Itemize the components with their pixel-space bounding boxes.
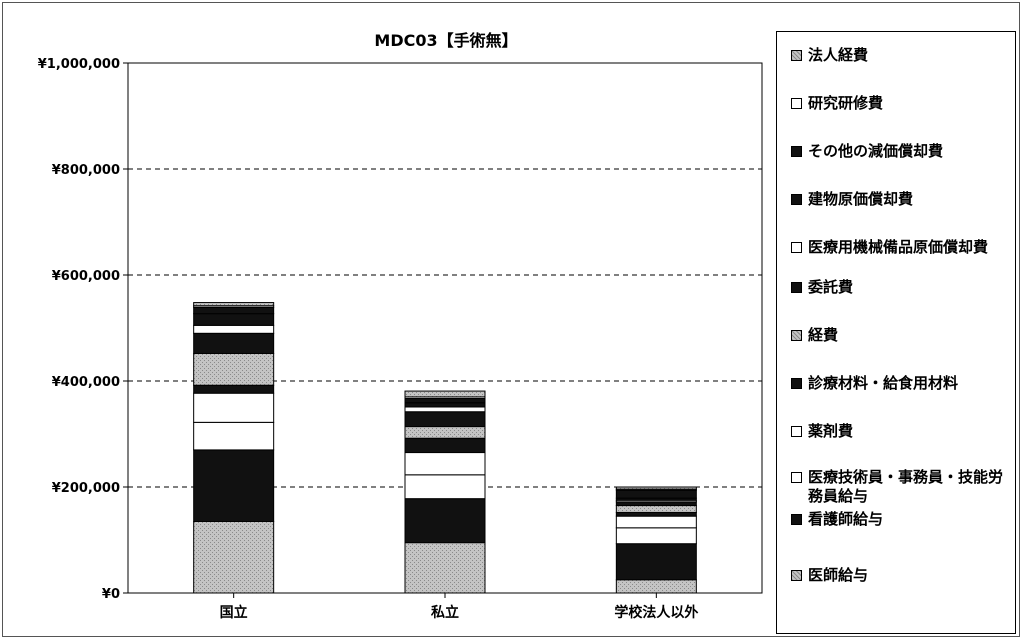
legend-item: 薬剤費: [791, 422, 1015, 441]
bar-segment: [404, 411, 486, 428]
bar-segment: [404, 426, 486, 439]
legend: 法人経費研究研修費その他の減価償却費 建物原価償却費医療用機械備品原価償却費 委託費…: [776, 31, 1016, 634]
legend-label: 法人経費: [808, 46, 869, 64]
bar-segment: [193, 302, 275, 307]
bar-segment: [404, 498, 486, 544]
y-tick-label: ¥1,000,000: [38, 57, 120, 72]
x-tick-label: 学校法人以外: [614, 604, 698, 621]
bar-segment: [615, 527, 697, 545]
legend-swatch: [791, 146, 802, 157]
legend-item: 医師給与: [791, 566, 1015, 585]
bar-segment: [615, 501, 697, 507]
y-tick-label: ¥600,000: [52, 269, 120, 284]
legend-label: 医療技術員・事務員・技能労務員給与: [808, 468, 1004, 505]
y-tick-label: ¥400,000: [52, 375, 120, 390]
x-tick-label: 国立: [220, 604, 248, 621]
legend-swatch: [791, 514, 802, 525]
legend-swatch: [791, 570, 802, 581]
legend-swatch: [791, 50, 802, 61]
legend-item: 法人経費: [791, 46, 1015, 65]
bar-segment: [193, 352, 275, 386]
bar-segment: [615, 579, 697, 594]
legend-item: 建物原価償却費: [791, 190, 1015, 209]
chart-title: MDC03【手術無】: [374, 31, 517, 50]
bar-segment: [404, 474, 486, 500]
legend-label: その他の減価償却費: [808, 142, 944, 160]
legend-swatch: [791, 472, 802, 483]
bar-segment: [404, 452, 486, 476]
bar-segment: [404, 406, 486, 413]
legend-label: 薬剤費: [808, 422, 854, 440]
bar-segment: [615, 486, 697, 490]
bar-segment: [404, 437, 486, 454]
legend-item: 看護師給与: [791, 510, 1015, 529]
legend-swatch: [791, 330, 802, 341]
legend-swatch: [791, 242, 802, 253]
bar-segment: [404, 397, 486, 404]
bar-segment: [615, 489, 697, 499]
bar-segment: [404, 542, 486, 594]
legend-item: その他の減価償却費: [791, 142, 1015, 161]
legend-label: 委託費: [808, 278, 854, 296]
bar-segment: [193, 313, 275, 326]
legend-label: 医療用機械備品原価償却費: [808, 238, 989, 256]
legend-item: 経費: [791, 326, 1015, 345]
legend-label: 経費: [808, 326, 839, 344]
bar-segment: [615, 515, 697, 529]
legend-swatch: [791, 426, 802, 437]
bar-segment: [615, 505, 697, 513]
bar-segment: [193, 520, 275, 594]
legend-swatch: [791, 98, 802, 109]
legend-item: 診療材料・給食用材料: [791, 374, 1015, 393]
bar-segment: [404, 390, 486, 398]
bar-segment: [193, 306, 275, 315]
legend-item: 医療用機械備品原価償却費: [791, 238, 1015, 257]
legend-label: 看護師給与: [808, 510, 884, 528]
y-tick-label: ¥0: [102, 587, 120, 602]
legend-item: 医療技術員・事務員・技能労務員給与: [791, 468, 1015, 506]
x-tick-label: 私立: [431, 604, 459, 621]
legend-item: 委託費: [791, 278, 1015, 297]
bar-segment: [404, 402, 486, 408]
legend-swatch: [791, 378, 802, 389]
bar-segment: [193, 324, 275, 334]
y-tick-label: ¥800,000: [52, 163, 120, 178]
legend-label: 研究研修費: [808, 94, 884, 112]
legend-swatch: [791, 282, 802, 293]
bar-segment: [615, 511, 697, 517]
legend-label: 建物原価償却費: [808, 190, 914, 208]
legend-swatch: [791, 194, 802, 205]
y-tick-label: ¥200,000: [52, 481, 120, 496]
bar-segment: [193, 332, 275, 354]
plot-area: ¥0 ¥200,000 ¥400,000 ¥600,000 ¥800,000 ¥1,000…: [38, 57, 763, 621]
bar-segment: [193, 421, 275, 451]
bar-segment: [193, 449, 275, 522]
legend-label: 診療材料・給食用材料: [808, 374, 959, 392]
bar-segment: [615, 543, 697, 581]
bar-segment: [193, 384, 275, 394]
legend-item: 研究研修費: [791, 94, 1015, 113]
legend-label: 医師給与: [808, 566, 869, 584]
bar-segment: [193, 392, 275, 423]
